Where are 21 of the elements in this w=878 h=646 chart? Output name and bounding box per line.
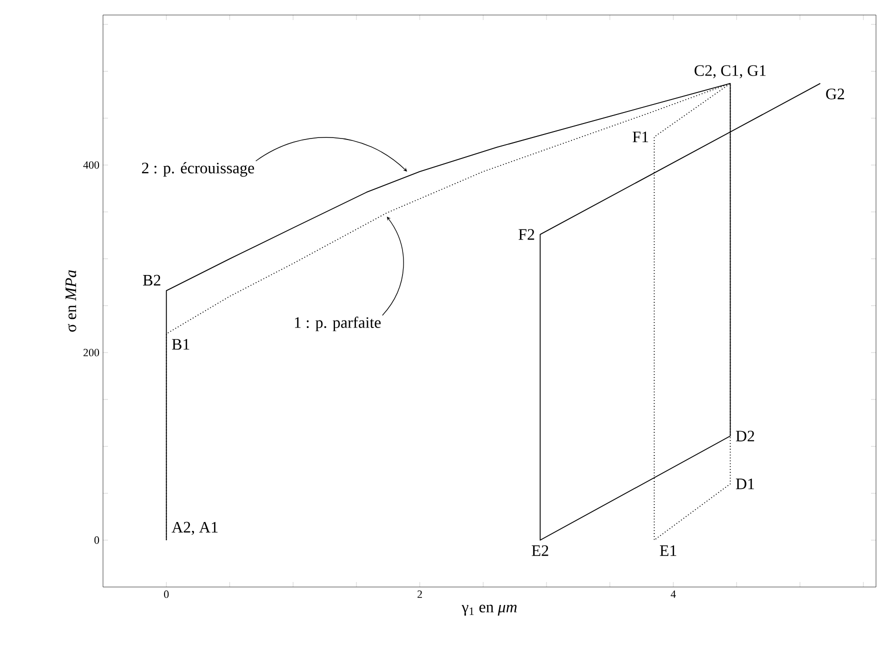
y-axis-title: σ en MPa	[66, 270, 76, 332]
y-tick-label: 200	[84, 348, 100, 356]
y-tick-label: 0	[94, 536, 100, 544]
annotation: G2	[826, 88, 844, 100]
annotation: C2, C1, G1	[694, 65, 766, 78]
annotation: D1	[736, 478, 754, 490]
annotation: 2 : p. écrouissage	[142, 162, 254, 177]
x-tick-label: 0	[164, 590, 169, 598]
annotation: 1 : p. parfaite	[294, 316, 381, 332]
x-tick-label: 2	[418, 590, 422, 598]
annotation: E2	[532, 545, 548, 556]
annotation: F1	[632, 132, 648, 142]
annotation: B1	[172, 339, 190, 350]
y-tick-label: 400	[83, 161, 100, 169]
annotation: B2	[143, 274, 160, 286]
annotation: E1	[660, 545, 676, 556]
x-tick-label: 4	[670, 590, 676, 598]
annotation: A2, A1	[172, 522, 218, 535]
x-axis-title: γ$_{1}$ en μm	[462, 604, 517, 616]
annotation: F2	[518, 229, 534, 240]
annotation: D2	[736, 430, 754, 442]
